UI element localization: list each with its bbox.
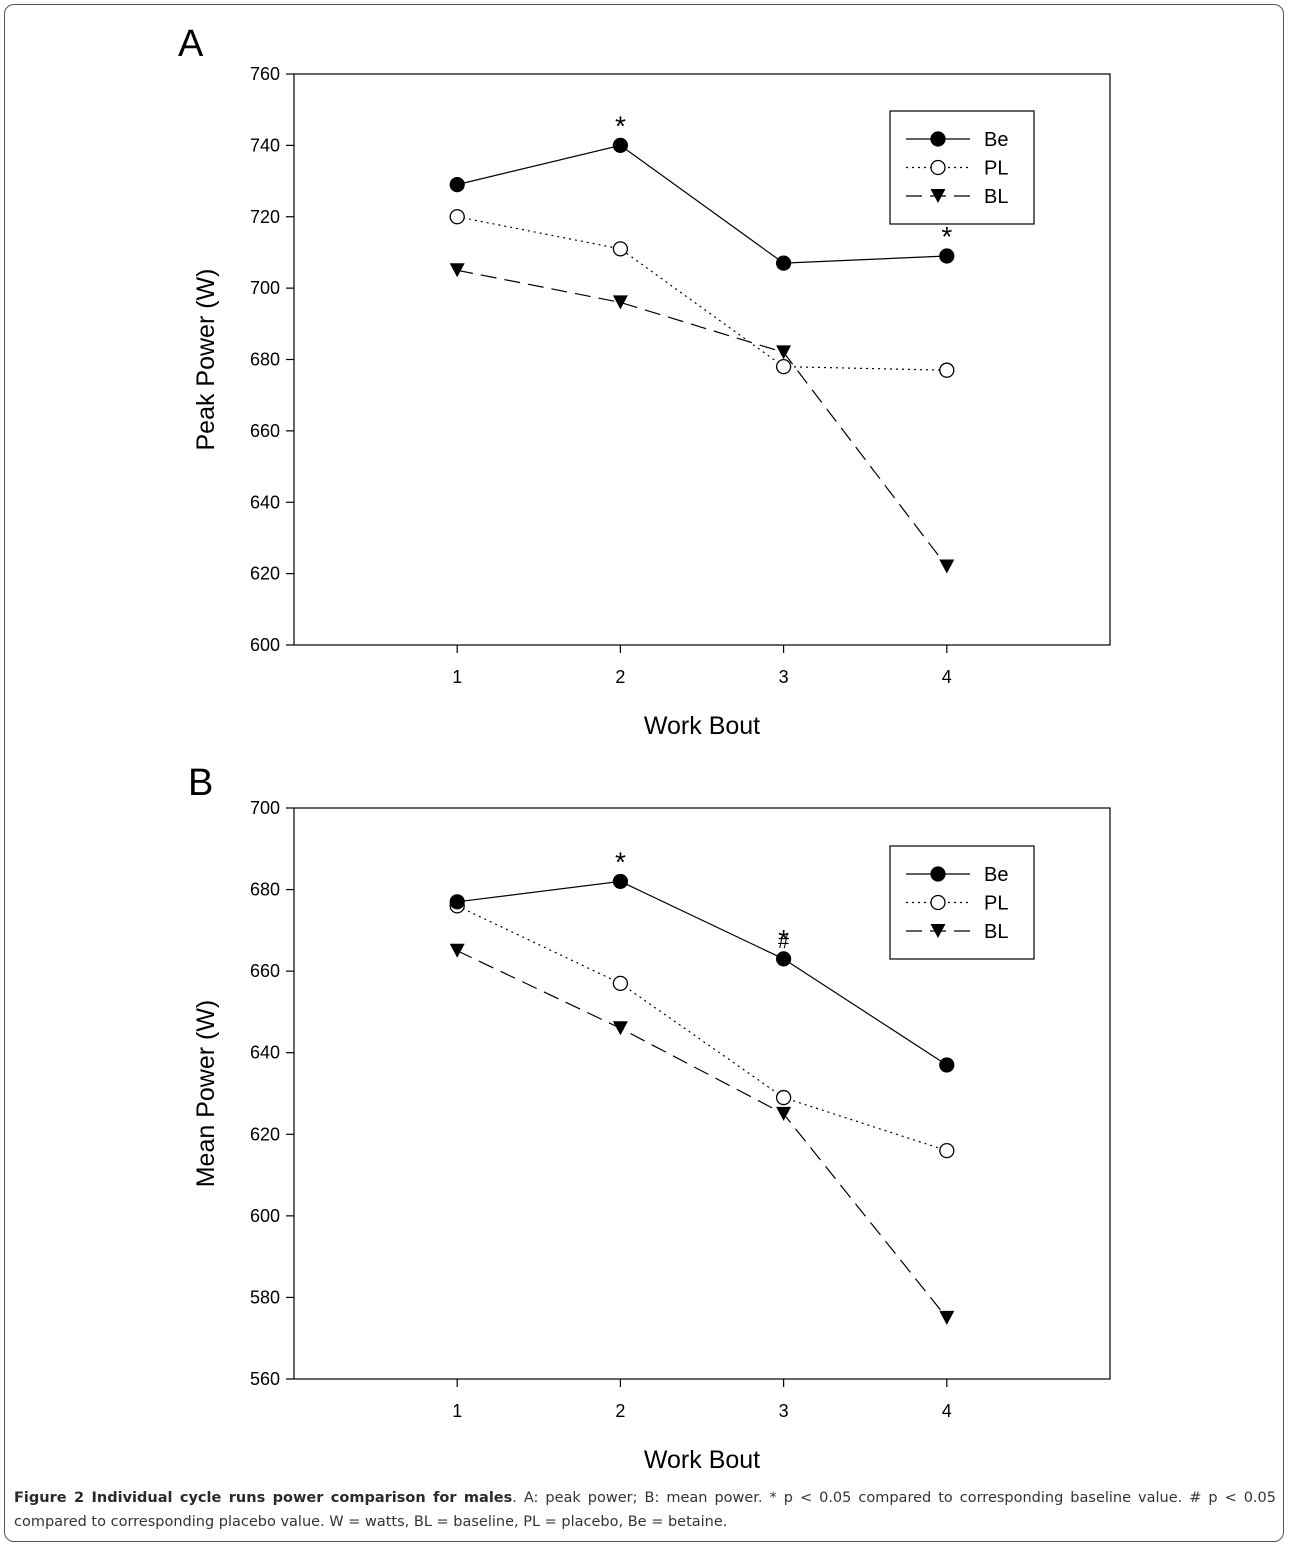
y-tick-label: 620 bbox=[250, 564, 280, 584]
y-tick-label: 740 bbox=[250, 135, 280, 155]
figure-caption: Figure 2 Individual cycle runs power com… bbox=[14, 1486, 1276, 1534]
data-point-pl bbox=[612, 241, 629, 257]
significance-asterisk: * bbox=[615, 110, 626, 141]
chart-panel-b: B 560 580 600 620 640 660 680 700 1 2 3 4 Work Bout Me… bbox=[188, 762, 1111, 1474]
significance-asterisk: * bbox=[778, 924, 789, 955]
plot-area bbox=[293, 807, 1111, 1380]
y-tick-label: 700 bbox=[250, 278, 280, 298]
series-be bbox=[449, 137, 955, 271]
data-point-pl bbox=[775, 1089, 792, 1106]
data-point-bl bbox=[612, 1021, 628, 1036]
data-point-pl bbox=[612, 975, 629, 992]
figure-canvas: A 600 620 640 660 680 700 720 740 760 1 2 3 4 Work Bou… bbox=[178, 23, 1111, 1474]
data-point-be bbox=[939, 248, 955, 264]
legend-label-pl: PL bbox=[984, 893, 1008, 915]
data-point-pl bbox=[775, 358, 792, 375]
data-point-pl bbox=[939, 362, 955, 378]
legend-marker-bl bbox=[930, 924, 946, 938]
significance-asterisk: * bbox=[941, 221, 952, 252]
data-point-be bbox=[449, 894, 465, 910]
x-axis-label: Work Bout bbox=[644, 1446, 760, 1474]
y-tick-label: 560 bbox=[250, 1369, 280, 1389]
panel-label: A bbox=[178, 23, 204, 65]
y-tick-label: 660 bbox=[250, 421, 280, 441]
y-tick-label: 600 bbox=[250, 1206, 280, 1226]
y-tick-label: 620 bbox=[250, 1124, 280, 1144]
legend-marker-pl bbox=[930, 159, 946, 176]
legend-label-be: Be bbox=[984, 864, 1008, 886]
legend-marker-be bbox=[930, 866, 946, 882]
legend-label-pl: PL bbox=[984, 158, 1008, 180]
series-line-bl bbox=[457, 269, 948, 567]
significance-asterisk: * bbox=[615, 846, 626, 877]
figure-frame bbox=[4, 4, 1284, 1542]
x-tick-label: 1 bbox=[452, 667, 462, 687]
data-point-bl bbox=[449, 943, 465, 958]
legend-marker-be bbox=[930, 131, 946, 147]
series-bl bbox=[449, 943, 955, 1325]
x-axis-label: Work Bout bbox=[644, 712, 760, 740]
x-tick-label: 3 bbox=[779, 1401, 789, 1421]
x-tick-label: 4 bbox=[942, 667, 952, 687]
legend-label-bl: BL bbox=[984, 186, 1008, 208]
y-tick-label: 640 bbox=[250, 1043, 280, 1063]
y-tick-label: 720 bbox=[250, 207, 280, 227]
data-point-be bbox=[612, 873, 629, 890]
legend-label-bl: BL bbox=[984, 921, 1008, 943]
legend: Be PL BL bbox=[889, 845, 1035, 960]
series-line-pl bbox=[456, 905, 947, 1152]
data-point-pl bbox=[449, 209, 465, 225]
series-pl bbox=[449, 898, 955, 1159]
series-pl bbox=[449, 209, 955, 378]
y-tick-label: 580 bbox=[250, 1287, 280, 1307]
y-tick-label: 760 bbox=[250, 64, 280, 84]
data-point-be bbox=[775, 951, 792, 967]
y-axis-label: Mean Power (W) bbox=[192, 1000, 220, 1188]
data-point-pl bbox=[939, 1142, 955, 1159]
data-point-bl bbox=[612, 295, 628, 310]
series-line-be bbox=[457, 144, 947, 264]
y-tick-label: 680 bbox=[250, 880, 280, 900]
x-tick-label: 4 bbox=[942, 1401, 952, 1421]
data-point-bl bbox=[939, 1310, 955, 1325]
series-line-be bbox=[457, 880, 948, 1066]
series-be bbox=[449, 873, 955, 1073]
caption-title: Figure 2 Individual cycle runs power com… bbox=[14, 1490, 513, 1506]
data-point-bl bbox=[939, 559, 955, 574]
data-point-bl bbox=[776, 1106, 792, 1121]
legend-label-be: Be bbox=[984, 129, 1008, 151]
y-tick-label: 680 bbox=[250, 350, 280, 370]
series-line-pl bbox=[457, 216, 947, 371]
data-point-bl bbox=[776, 345, 792, 360]
x-tick-label: 2 bbox=[615, 1401, 625, 1421]
panel-label: B bbox=[188, 762, 213, 804]
data-point-be bbox=[939, 1057, 955, 1073]
y-axis-label: Peak Power (W) bbox=[192, 269, 220, 451]
legend: Be PL BL bbox=[889, 110, 1035, 225]
data-point-be bbox=[449, 177, 465, 193]
significance-hash: # bbox=[778, 931, 790, 953]
data-point-bl bbox=[449, 263, 465, 278]
y-tick-label: 700 bbox=[250, 798, 280, 818]
y-tick-label: 660 bbox=[250, 961, 280, 981]
chart-panel-a: A 600 620 640 660 680 700 720 740 760 1 2 3 4 Work Bou… bbox=[178, 23, 1111, 740]
data-point-be bbox=[612, 137, 629, 153]
legend-marker-pl bbox=[930, 894, 946, 911]
caption-text: . A: peak power; B: mean power. * p < 0.… bbox=[14, 1490, 1276, 1530]
y-tick-label: 600 bbox=[250, 635, 280, 655]
legend-marker-bl bbox=[930, 189, 946, 203]
x-tick-label: 2 bbox=[615, 667, 625, 687]
data-point-be bbox=[775, 255, 792, 271]
x-tick-label: 3 bbox=[779, 667, 789, 687]
x-tick-label: 1 bbox=[452, 1401, 462, 1421]
y-tick-label: 640 bbox=[250, 492, 280, 512]
series-line-bl bbox=[456, 950, 948, 1319]
series-bl bbox=[449, 263, 955, 574]
